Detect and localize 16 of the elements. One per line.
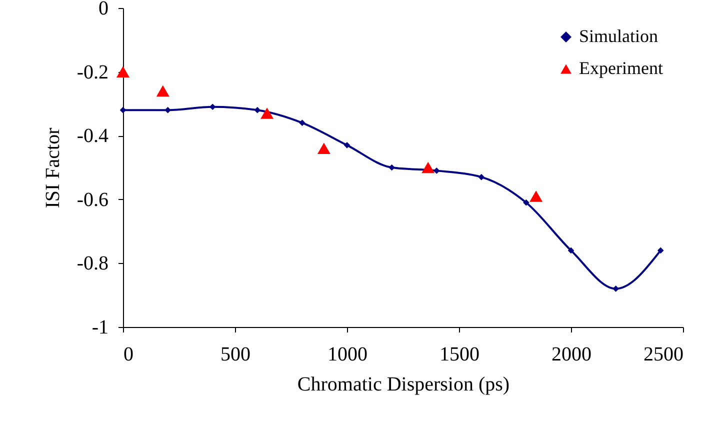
x-tick-label: 1000 — [328, 344, 368, 366]
y-tick-label: -0.6 — [76, 188, 108, 211]
legend-label: Experiment — [579, 58, 663, 78]
x-tick-label: 1500 — [440, 344, 480, 366]
y-tick-label: -0.8 — [76, 252, 108, 275]
x-tick-label: 0 — [124, 344, 134, 366]
x-tick-label: 2000 — [552, 344, 592, 366]
x-tick-label: 2500 — [644, 344, 684, 366]
x-tick-label: 500 — [220, 344, 250, 366]
legend-label: Simulation — [579, 26, 658, 46]
x-axis-title: Chromatic Dispersion (ps) — [297, 374, 510, 396]
y-tick-label: -0.2 — [76, 61, 108, 84]
y-axis-title: ISI Factor — [42, 127, 64, 208]
y-tick-label: 0 — [98, 0, 108, 20]
y-tick-label: -1 — [92, 316, 108, 338]
y-tick-label: -0.4 — [76, 125, 108, 148]
